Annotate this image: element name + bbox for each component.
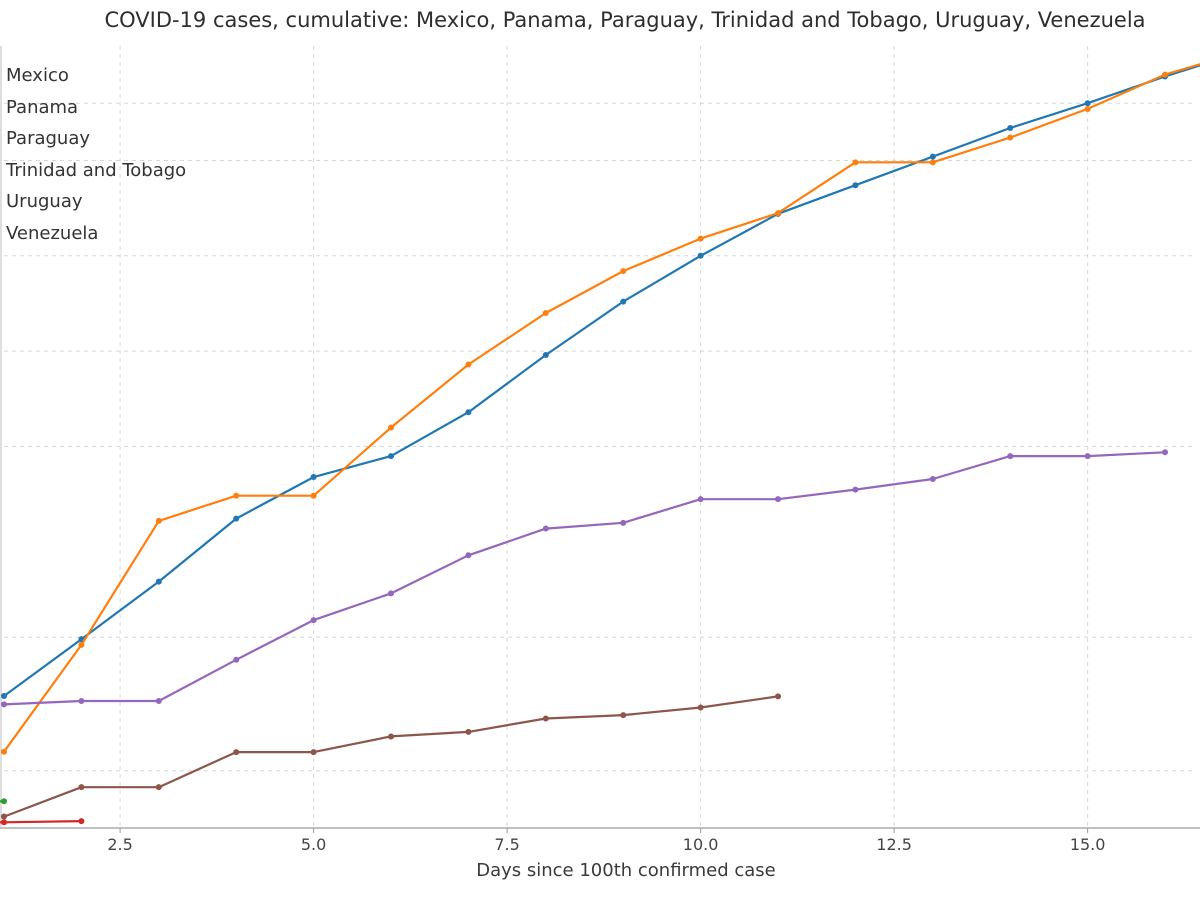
data-point-mexico xyxy=(852,182,859,189)
data-point-panama xyxy=(775,210,782,217)
data-point-uruguay xyxy=(775,496,782,503)
data-point-panama xyxy=(465,361,472,368)
data-point-venezuela xyxy=(1,813,7,820)
series-venezuela xyxy=(1,693,782,820)
legend-item: Venezuela xyxy=(6,222,99,244)
x-tick-label: 10.0 xyxy=(683,835,719,854)
data-point-uruguay xyxy=(310,617,317,624)
data-point-mexico xyxy=(155,578,162,585)
legend: Mexico Panama Paraguay Trinidad and Tobago U… xyxy=(6,60,186,250)
legend-item: Trinidad and Tobago xyxy=(6,159,187,181)
data-point-uruguay xyxy=(155,697,162,704)
data-point-panama xyxy=(155,517,162,524)
data-point-uruguay xyxy=(929,475,936,482)
data-point-venezuela xyxy=(310,749,317,756)
data-point-panama xyxy=(697,235,704,242)
series-panama xyxy=(1,63,1200,755)
x-tick-label: 2.5 xyxy=(107,835,132,854)
data-point-uruguay xyxy=(852,486,859,493)
data-point-trinidad-and-tobago xyxy=(78,818,85,825)
data-point-uruguay xyxy=(697,496,704,503)
data-point-mexico xyxy=(388,453,395,460)
x-tick-label: 7.5 xyxy=(494,835,519,854)
data-point-mexico xyxy=(542,351,549,358)
data-point-uruguay xyxy=(1162,449,1169,456)
data-point-venezuela xyxy=(697,704,704,711)
data-point-panama xyxy=(1084,105,1091,112)
data-point-mexico xyxy=(1007,125,1014,132)
x-axis-label: Days since 100th confirmed case xyxy=(476,860,776,881)
data-point-venezuela xyxy=(542,715,549,722)
legend-item: Paraguay xyxy=(6,128,91,150)
series-line-uruguay xyxy=(3,451,1166,706)
data-point-mexico xyxy=(929,153,936,160)
data-point-panama xyxy=(852,159,859,166)
data-point-uruguay xyxy=(1,701,7,708)
data-point-venezuela xyxy=(388,733,395,740)
data-point-uruguay xyxy=(1007,453,1014,460)
data-point-panama xyxy=(929,159,936,166)
data-point-venezuela xyxy=(775,693,782,700)
data-point-panama xyxy=(1,748,7,755)
legend-item: Uruguay xyxy=(6,191,83,213)
data-point-uruguay xyxy=(1084,453,1091,460)
data-point-mexico xyxy=(1,693,7,700)
data-point-panama xyxy=(620,268,627,275)
data-point-panama xyxy=(388,424,395,431)
chart-title: COVID-19 cases, cumulative: Mexico, Pana… xyxy=(104,8,1146,32)
data-point-venezuela xyxy=(233,749,240,756)
data-point-uruguay xyxy=(78,697,85,704)
series-uruguay xyxy=(1,449,1169,708)
data-point-paraguay xyxy=(1,798,7,805)
data-point-panama xyxy=(1162,71,1169,78)
axes xyxy=(0,46,1200,829)
data-point-venezuela xyxy=(620,712,627,719)
data-point-panama xyxy=(233,492,240,499)
x-tick-labels: 2.5 5.0 7.5 10.0 12.5 15.0 xyxy=(107,828,1105,854)
x-tick-label: 5.0 xyxy=(301,835,326,854)
data-point-panama xyxy=(310,492,317,499)
grid-lines xyxy=(4,46,1196,828)
data-point-panama xyxy=(542,310,549,317)
legend-item: Mexico xyxy=(6,65,69,86)
data-point-panama xyxy=(78,641,85,648)
data-point-uruguay xyxy=(542,525,549,532)
data-point-trinidad-and-tobago xyxy=(1,819,7,826)
data-point-uruguay xyxy=(620,519,627,526)
data-point-venezuela xyxy=(465,728,472,735)
data-point-mexico xyxy=(310,474,317,481)
data-point-mexico xyxy=(620,298,627,305)
data-point-panama xyxy=(1007,134,1014,141)
x-tick-label: 12.5 xyxy=(876,835,912,854)
legend-item: Panama xyxy=(6,96,79,118)
data-point-uruguay xyxy=(233,656,240,663)
x-tick-label: 15.0 xyxy=(1070,835,1106,854)
data-point-uruguay xyxy=(388,590,395,597)
series-lines xyxy=(0,63,1200,826)
series-mexico xyxy=(1,64,1200,700)
data-point-venezuela xyxy=(155,784,162,791)
data-point-venezuela xyxy=(78,784,85,791)
series-paraguay xyxy=(0,798,7,805)
data-point-uruguay xyxy=(465,552,472,559)
series-trinidad-and-tobago xyxy=(0,818,85,826)
series-line-trinidad-and-tobago xyxy=(0,820,82,824)
data-point-mexico xyxy=(465,409,472,416)
data-point-mexico xyxy=(1084,100,1091,107)
data-point-mexico xyxy=(233,515,240,522)
data-point-mexico xyxy=(697,252,704,259)
